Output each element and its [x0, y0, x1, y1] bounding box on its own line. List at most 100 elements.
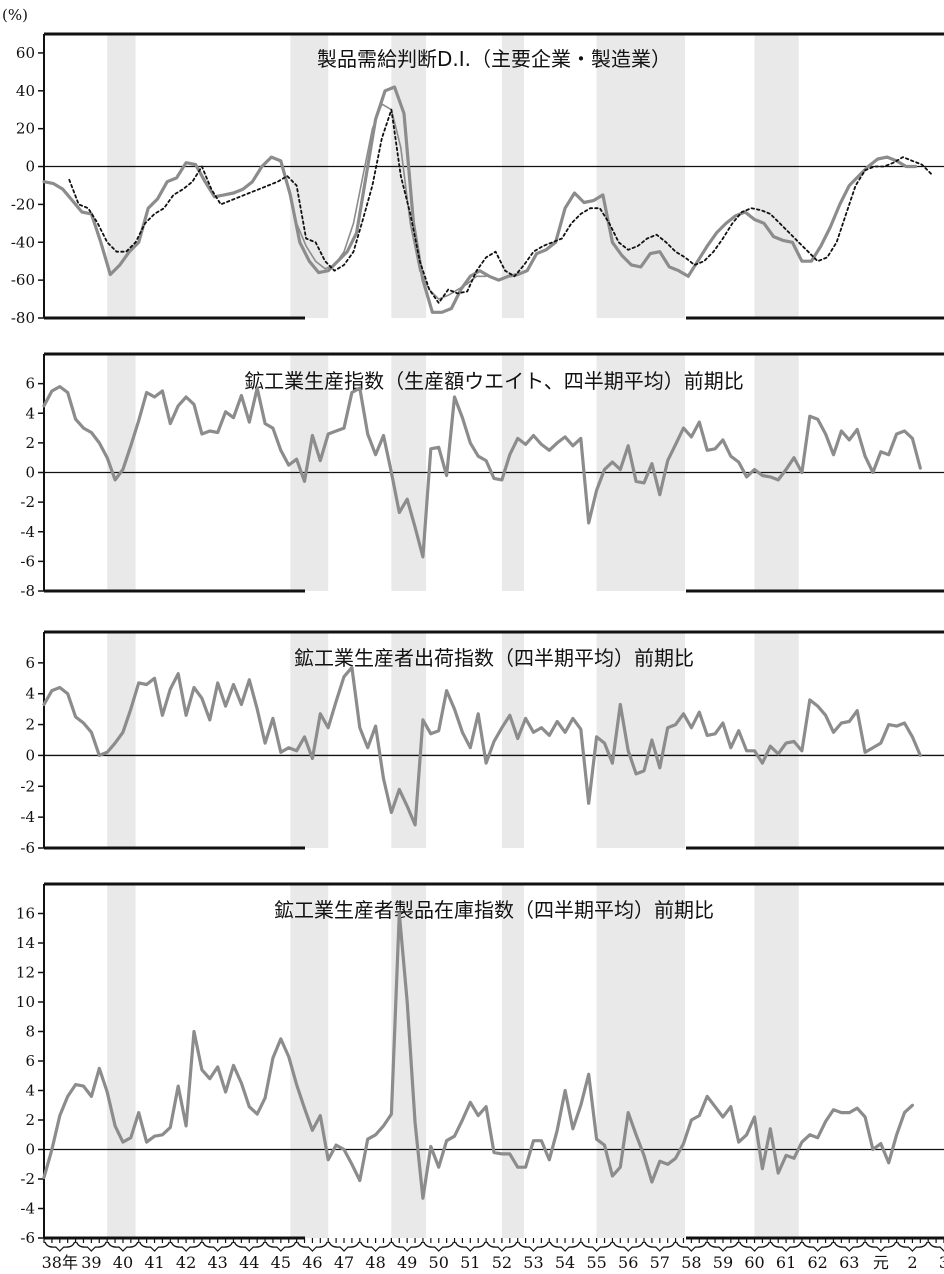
x-axis: 38年 39 40 41 42 43 44 45 46 47 48 49 50 51 52 53 54 55 56 5…	[42, 1238, 944, 1272]
y-tick-label: 14	[16, 934, 35, 952]
panel-1: -80 -60 -40 -20 0 20 40 60 製品需給判断D.I.（主要企業・製造業）	[11, 32, 944, 327]
y-tick-label: 10	[16, 993, 35, 1011]
y-tick-label: 0	[25, 1141, 35, 1159]
x-tick-label: 59	[713, 1253, 733, 1272]
y-tick-label: 20	[16, 120, 35, 138]
x-tick-label: 48	[365, 1253, 385, 1272]
x-year-brace	[833, 1241, 865, 1252]
y-tick-label: 40	[16, 82, 35, 100]
y-tick-label: -4	[20, 523, 35, 541]
y-tick-label: 2	[25, 1111, 35, 1129]
panel-3: -6 -4 -2 0 2 4 6 鉱工業生産者出荷指数（四半期平均）前期比	[20, 630, 944, 857]
y-tick-label: 4	[25, 1082, 35, 1100]
recession-band-5-panel-3	[754, 884, 799, 1238]
x-tick-label: 50	[429, 1253, 449, 1272]
x-year-brace	[423, 1241, 455, 1252]
panel-2: -8 -6 -4 -2 0 2 4 6 鉱工業生産指数（生産額ウエイト、四半期平均）前期比	[20, 352, 944, 600]
x-year-brace	[170, 1241, 202, 1252]
panel-title: 鉱工業生産者製品在庫指数（四半期平均）前期比	[274, 898, 714, 922]
y-tick-label: -40	[11, 233, 35, 251]
x-tick-label: 39	[81, 1253, 101, 1272]
x-year-brace	[233, 1241, 265, 1252]
y-tick-label: 6	[25, 375, 35, 393]
y-tick-label: -2	[20, 1170, 35, 1188]
y-unit-label: (%)	[2, 6, 28, 24]
x-tick-label: 47	[334, 1253, 354, 1272]
y-tick-label: -6	[20, 839, 35, 857]
panel-title: 製品需給判断D.I.（主要企業・製造業）	[317, 47, 671, 71]
x-year-brace	[518, 1241, 549, 1252]
x-tick-label: 49	[397, 1253, 417, 1272]
y-tick-label: 4	[25, 404, 35, 422]
x-tick-label: 61	[776, 1253, 796, 1272]
x-year-brace	[549, 1241, 581, 1252]
y-tick-label: 0	[25, 464, 35, 482]
recession-band-3-panel-3	[501, 884, 524, 1238]
recession-band-1-panel-2	[290, 632, 329, 848]
x-tick-label: 38年	[42, 1253, 78, 1272]
x-tick-label: 40	[113, 1253, 133, 1272]
y-tick-label: 8	[25, 1023, 35, 1041]
y-tick-label: 6	[25, 1052, 35, 1070]
y-tick-label: 16	[16, 905, 35, 923]
x-year-brace	[676, 1241, 707, 1252]
x-year-brace	[297, 1241, 328, 1252]
x-year-brace	[707, 1241, 739, 1252]
y-tick-label: -8	[20, 582, 35, 600]
x-year-brace	[360, 1241, 391, 1252]
x-year-brace	[928, 1241, 944, 1252]
x-year-brace	[139, 1241, 170, 1252]
series-line-solid-gray	[42, 385, 922, 559]
y-tick-label: 12	[16, 964, 35, 982]
recession-band-4-panel-2	[596, 632, 686, 848]
x-year-brace	[581, 1241, 612, 1252]
y-tick-label: -2	[20, 777, 35, 795]
y-tick-label: 2	[25, 434, 35, 452]
x-year-brace	[391, 1241, 423, 1252]
recession-band-4-panel-3	[596, 884, 686, 1238]
x-tick-label: 62	[808, 1253, 828, 1272]
x-tick-label: 41	[144, 1253, 164, 1272]
y-tick-label: 4	[25, 685, 35, 703]
series-line-dotted	[68, 108, 933, 304]
x-year-brace	[644, 1241, 676, 1252]
x-tick-label: 56	[618, 1253, 638, 1272]
data-point	[920, 0, 921, 1]
recession-band-5-panel-0	[754, 34, 799, 318]
data-point	[817, 261, 818, 262]
x-tick-label: 51	[460, 1253, 480, 1272]
y-tick-label: 6	[25, 654, 35, 672]
x-tick-label: 42	[176, 1253, 196, 1272]
y-tick-label: -60	[11, 271, 35, 289]
panel-title: 鉱工業生産指数（生産額ウエイト、四半期平均）前期比	[244, 369, 744, 393]
x-tick-label: 55	[586, 1253, 606, 1272]
y-tick-label: -6	[20, 552, 35, 570]
x-tick-label: 43	[208, 1253, 228, 1272]
y-tick-label: 0	[25, 158, 35, 176]
recession-band-3-panel-2	[501, 632, 524, 848]
recession-band-5-panel-2	[754, 632, 799, 848]
x-year-brace	[76, 1241, 107, 1252]
recession-shading	[107, 34, 799, 1238]
y-tick-label: 2	[25, 716, 35, 734]
x-tick-label: 52	[492, 1253, 512, 1272]
series-line-solid-gray	[42, 911, 915, 1200]
y-tick-label: -4	[20, 1200, 35, 1218]
x-year-brace	[612, 1241, 644, 1252]
y-tick-label: -4	[20, 808, 35, 826]
x-year-brace	[865, 1241, 897, 1252]
x-tick-label: 57	[650, 1253, 670, 1272]
x-year-brace	[802, 1241, 834, 1252]
x-year-brace	[202, 1241, 234, 1252]
y-tick-label: 0	[25, 746, 35, 764]
x-tick-label: 2	[907, 1253, 917, 1272]
panel-title: 鉱工業生産者出荷指数（四半期平均）前期比	[294, 646, 694, 670]
x-year-brace	[739, 1241, 770, 1252]
panel-4: -6 -4 -2 0 2 4 6 8 10 12 14 16 鉱工業生産者製品在庫指数（四半期平均）前期…	[16, 0, 944, 1247]
data-point	[855, 185, 856, 186]
x-year-brace	[328, 1241, 360, 1252]
x-tick-label: 45	[271, 1253, 291, 1272]
series-line-solid-gray	[42, 85, 918, 314]
x-tick-label: 60	[744, 1253, 764, 1272]
